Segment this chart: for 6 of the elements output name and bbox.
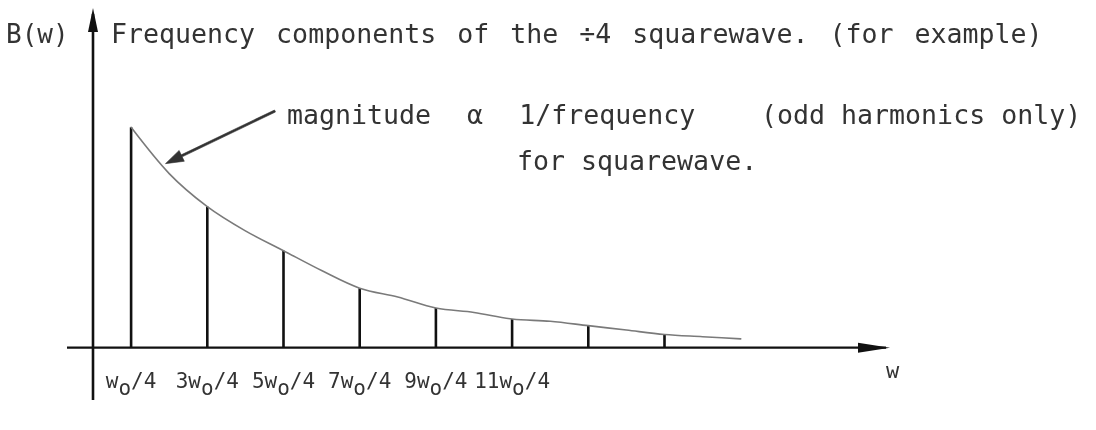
- text: w: [886, 358, 900, 383]
- chart-title: Frequency components of the ÷4 squarewave. (for example): [111, 18, 1043, 49]
- text: (odd harmonics only): [761, 99, 1082, 130]
- y-axis-title: B(w): [6, 19, 69, 49]
- annotation: for squarewave.: [517, 145, 758, 176]
- annotation: magnitude α 1/frequency: [287, 99, 696, 130]
